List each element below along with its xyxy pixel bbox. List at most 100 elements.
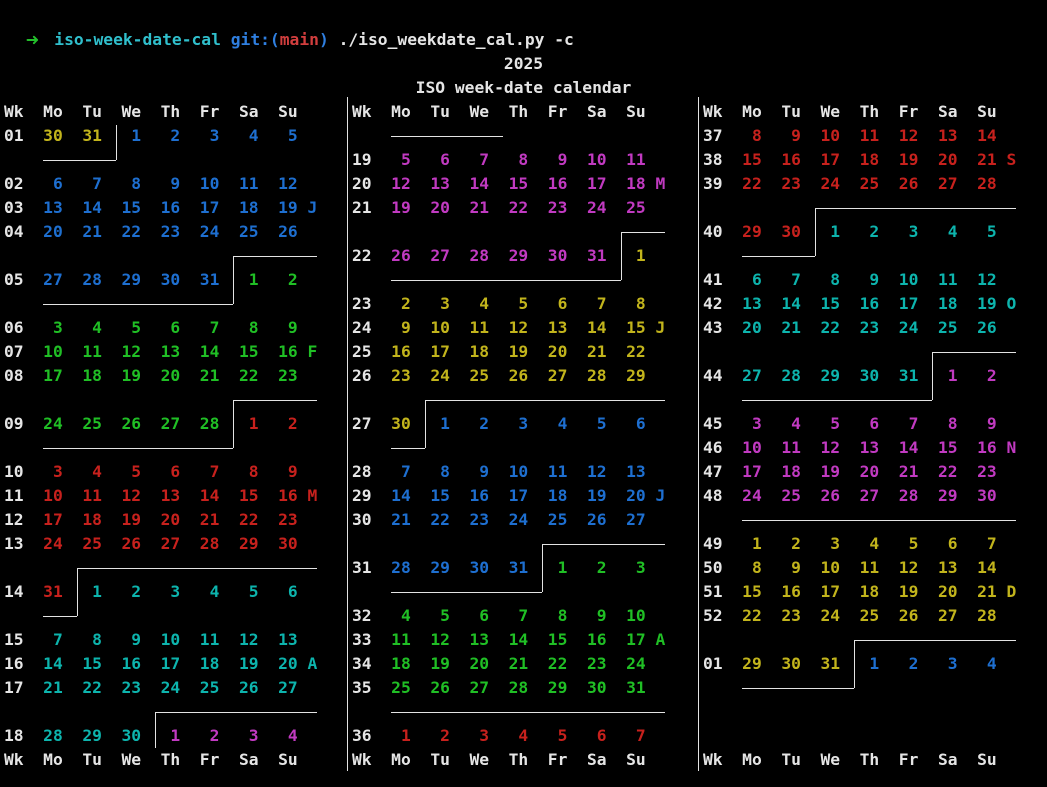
week-number: 51	[703, 582, 723, 601]
week-number: 22	[352, 246, 372, 265]
day-cell: 31	[586, 246, 607, 265]
day-cell: 24	[742, 486, 762, 505]
day-cell: 1	[440, 414, 450, 433]
weekday-header-cell: Fr	[199, 102, 220, 121]
day-cell: 12	[121, 486, 142, 505]
month-tag	[646, 604, 666, 628]
weekday-header-cell: Tu	[430, 102, 450, 121]
day-cell: 18	[82, 366, 102, 385]
prompt-arrow-icon: ➜	[25, 30, 40, 49]
week-row: 49 1 2 3 4 5 6 7	[703, 532, 1016, 556]
day-cell: 6	[440, 150, 450, 169]
day-cell: 25	[859, 606, 880, 625]
day-cell: 27	[160, 414, 181, 433]
day-cell: 25	[469, 366, 490, 385]
month-tag	[997, 604, 1017, 628]
week-number: 20	[352, 174, 372, 193]
weekday-header-spacer	[298, 748, 318, 772]
day-cell: 19	[121, 510, 142, 529]
day-cell: 21	[199, 366, 220, 385]
month-tag: O	[1006, 294, 1017, 313]
month-tag	[298, 316, 318, 340]
week-row: 44 27 28 29 30 31 1 2	[703, 364, 1016, 388]
month-separator-line	[390, 280, 621, 281]
day-cell: 26	[898, 174, 919, 193]
weekday-header-cell: Su	[278, 750, 298, 769]
day-cell: 24	[199, 222, 220, 241]
day-cell: 21	[469, 198, 490, 217]
week-number: 01	[4, 126, 24, 145]
week-row: 23 2 3 4 5 6 7 8	[352, 292, 665, 316]
day-cell: 7	[92, 174, 102, 193]
day-cell: 11	[859, 558, 880, 577]
day-cell: 30	[586, 678, 607, 697]
month-tag	[646, 196, 666, 220]
day-cell: 9	[869, 270, 880, 289]
day-cell: 15	[547, 630, 568, 649]
week-number: 44	[703, 366, 723, 385]
day-cell: 10	[626, 606, 646, 625]
week-row: 52 22 23 24 25 26 27 28	[703, 604, 1016, 628]
weekday-header-cell: Fr	[898, 102, 919, 121]
day-cell: 18	[547, 486, 568, 505]
week-number: 01	[703, 654, 723, 673]
week-number: 46	[703, 438, 723, 457]
week-number: 21	[352, 198, 372, 217]
day-cell: 28	[508, 678, 529, 697]
week-row: 36 1 2 3 4 5 6 7	[352, 724, 665, 748]
day-cell: 1	[869, 654, 880, 673]
prompt-git-prefix: git:(	[230, 30, 280, 49]
week-row: 28 7 8 9 10 11 12 13	[352, 460, 665, 484]
month-tag	[646, 724, 666, 748]
week-row: 51 15 16 17 18 19 20 21 D	[703, 580, 1016, 604]
day-cell: 23	[781, 174, 801, 193]
month-tag	[298, 532, 318, 556]
day-cell: 26	[898, 606, 919, 625]
day-cell: 29	[121, 270, 142, 289]
month-separator-line	[115, 125, 117, 160]
day-cell: 2	[908, 654, 919, 673]
column-divider	[347, 97, 348, 771]
day-cell: 12	[820, 438, 841, 457]
day-cell: 8	[751, 558, 762, 577]
weekday-header-cell: Mo	[43, 750, 63, 769]
month-tag	[997, 412, 1017, 436]
day-cell: 25	[547, 510, 568, 529]
weekday-header-cell: Sa	[586, 750, 607, 769]
day-cell: 2	[170, 126, 181, 145]
day-cell: 23	[278, 366, 298, 385]
day-cell: 30	[391, 414, 411, 433]
day-cell: 14	[586, 318, 607, 337]
week-row: 47 17 18 19 20 21 22 23	[703, 460, 1016, 484]
week-number: 02	[4, 174, 24, 193]
month-tag: J	[655, 486, 666, 505]
week-row: 04 20 21 22 23 24 25 26	[4, 220, 317, 244]
weekday-header-cell: Tu	[82, 102, 102, 121]
week-number: 45	[703, 414, 723, 433]
week-row: 14 31 1 2 3 4 5 6	[4, 580, 317, 604]
month-tag	[298, 364, 318, 388]
month-separator-line	[741, 520, 1016, 521]
weekday-header-row: Wk Mo Tu We Th Fr Sa Su	[4, 100, 317, 124]
month-separator-line	[542, 544, 665, 545]
week-number: 29	[352, 486, 372, 505]
day-cell: 13	[859, 438, 880, 457]
day-cell: 9	[131, 630, 142, 649]
week-number: 42	[703, 294, 723, 313]
day-cell: 29	[238, 534, 259, 553]
day-cell: 21	[508, 654, 529, 673]
day-cell: 7	[52, 630, 63, 649]
day-cell: 2	[440, 726, 450, 745]
day-cell: 12	[238, 630, 259, 649]
day-cell: 19	[278, 198, 298, 217]
day-cell: 22	[430, 510, 450, 529]
day-cell: 4	[791, 414, 801, 433]
day-cell: 26	[121, 534, 142, 553]
day-cell: 23	[977, 462, 997, 481]
week-row: 34 18 19 20 21 22 23 24	[352, 652, 665, 676]
day-cell: 28	[977, 174, 997, 193]
month-tag	[646, 292, 666, 316]
weekday-header-spacer	[646, 748, 666, 772]
day-cell: 3	[52, 318, 63, 337]
